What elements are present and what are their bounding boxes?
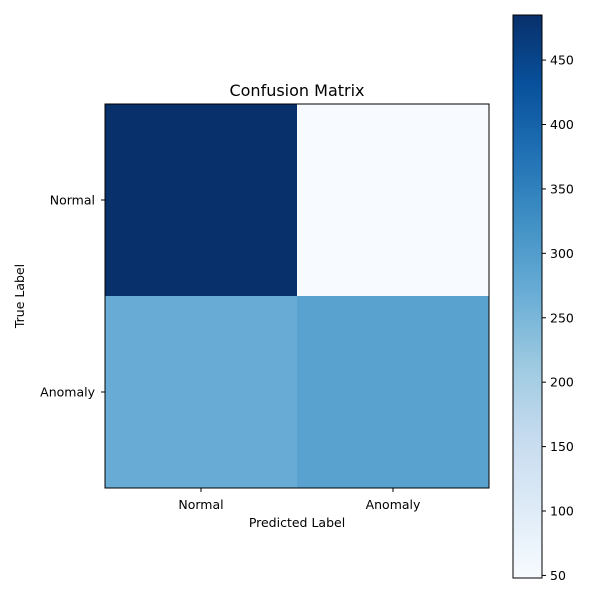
colorbar-tick-label: 100 [550,504,574,519]
x-axis-label: Predicted Label [249,515,345,530]
colorbar-tick-label: 50 [550,568,566,583]
chart-title: Confusion Matrix [229,81,364,100]
y-tick-label: Normal [50,193,95,208]
x-tick-label: Normal [178,497,223,512]
heatmap-cell [297,296,489,488]
x-tick-label: Anomaly [366,497,421,512]
x-axis: Normal Anomaly [178,488,421,512]
colorbar-tick-label: 400 [550,117,574,132]
heatmap-cell [105,104,297,296]
colorbar [512,14,543,579]
colorbar-tick-label: 350 [550,181,574,196]
y-tick-label: Anomaly [40,385,95,400]
y-axis-label: True Label [12,264,27,329]
colorbar-tick-label: 250 [550,310,574,325]
plot-frame [104,103,490,489]
heatmap-cells [105,104,489,488]
colorbar-tick-label: 150 [550,439,574,454]
heatmap-cell [297,104,489,296]
colorbar-tick-label: 300 [550,246,574,261]
colorbar-tick-label: 200 [550,375,574,390]
heatmap-cell [105,296,297,488]
colorbar-axis: 50 100 150 200 250 300 350 400 450 [542,53,574,583]
y-axis: Normal Anomaly [40,193,105,400]
colorbar-tick-label: 450 [550,53,574,68]
